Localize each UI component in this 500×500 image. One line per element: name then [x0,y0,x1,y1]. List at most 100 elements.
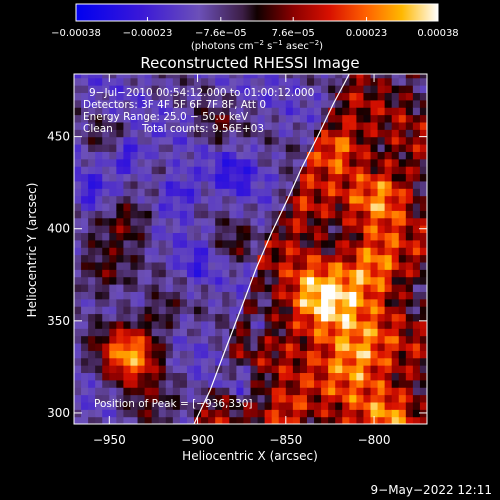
heatmap-cell [328,306,336,315]
heatmap-cell [335,394,343,403]
heatmap-cell [405,144,414,152]
heatmap-cell [158,188,167,197]
heatmap-cell [74,284,82,292]
heatmap-cell [370,225,379,234]
heatmap-cell [419,74,427,79]
heatmap-cell [285,92,294,101]
heatmap-cell [194,261,202,270]
heatmap-cell [144,92,153,101]
heatmap-cell [208,77,216,86]
heatmap-cell [208,121,216,130]
heatmap-cell [179,136,188,145]
heatmap-cell [264,261,273,270]
heatmap-cell [412,394,421,403]
heatmap-cell [370,247,379,256]
heatmap-cell [179,284,188,292]
heatmap-cell [264,276,273,285]
heatmap-cell [349,284,357,292]
heatmap-cell [349,85,357,94]
heatmap-cell [278,261,287,270]
heatmap-cell [137,372,146,381]
heatmap-cell [306,298,315,307]
heatmap-cell [130,276,139,285]
heatmap-cell [74,99,82,108]
heatmap-cell [314,85,322,94]
heatmap-cell [88,77,96,86]
heatmap-cell [356,232,365,241]
heatmap-cell [130,210,139,219]
heatmap-cell [172,261,181,270]
heatmap-cell [342,306,350,315]
heatmap-cell [264,291,273,300]
heatmap-cell [208,232,216,241]
heatmap-cell [271,409,280,418]
heatmap-cell [95,247,103,256]
heatmap-cell [151,401,160,410]
heatmap-cell [137,99,146,108]
heatmap-cell [201,247,209,256]
heatmap-cell [335,416,343,424]
heatmap-cell [222,328,230,337]
heatmap-cell [377,335,386,344]
heatmap-cell [172,306,181,315]
heatmap-cell [264,85,273,94]
heatmap-cell [250,284,259,292]
heatmap-cell [130,225,139,234]
heatmap-cell [144,121,153,130]
heatmap-cell [151,247,160,256]
heatmap-cell [271,99,280,108]
heatmap-cell [194,232,202,241]
heatmap-cell [314,114,322,123]
heatmap-cell [264,342,273,351]
heatmap-cell [356,291,365,300]
heatmap-cell [384,239,393,248]
heatmap-cell [74,180,82,189]
heatmap-cell [377,284,386,292]
heatmap-cell [144,306,153,315]
heatmap-cell [208,328,216,337]
heatmap-cell [321,342,329,351]
heatmap-cell [151,74,160,79]
heatmap-cell [208,144,216,152]
heatmap-cell [299,416,308,424]
heatmap-cell [328,121,336,130]
heatmap-cell [186,313,195,322]
heatmap-cell [271,107,280,116]
heatmap-cell [229,357,237,366]
heatmap-cell [222,107,230,116]
heatmap-cell [391,298,400,307]
heatmap-cell [314,298,322,307]
heatmap-cell [236,85,245,94]
heatmap-cell [123,195,132,204]
heatmap-cell [405,99,414,108]
heatmap-cell [236,387,245,396]
heatmap-cell [314,92,322,101]
heatmap-cell [278,107,287,116]
heatmap-cell [257,239,266,248]
heatmap-cell [222,239,230,248]
heatmap-cell [236,291,245,300]
heatmap-cell [229,195,237,204]
heatmap-cell [335,210,343,219]
heatmap-cell [299,350,308,359]
x-tick-label: −850 [269,433,302,447]
heatmap-cell [391,342,400,351]
heatmap-cell [243,254,252,263]
heatmap-cell [236,254,245,263]
heatmap-cell [349,409,357,418]
heatmap-cell [151,195,160,204]
heatmap-cell [186,342,195,351]
heatmap-cell [109,173,117,182]
heatmap-cell [328,225,336,234]
heatmap-cell [215,239,223,248]
heatmap-cell [321,409,329,418]
heatmap-cell [250,350,259,359]
heatmap-cell [144,247,153,256]
heatmap-cell [285,85,294,94]
heatmap-cell [314,328,322,337]
heatmap-cell [95,195,103,204]
heatmap-cell [109,387,117,396]
heatmap-cell [412,99,421,108]
heatmap-cell [229,269,237,278]
heatmap-cell [271,158,280,167]
